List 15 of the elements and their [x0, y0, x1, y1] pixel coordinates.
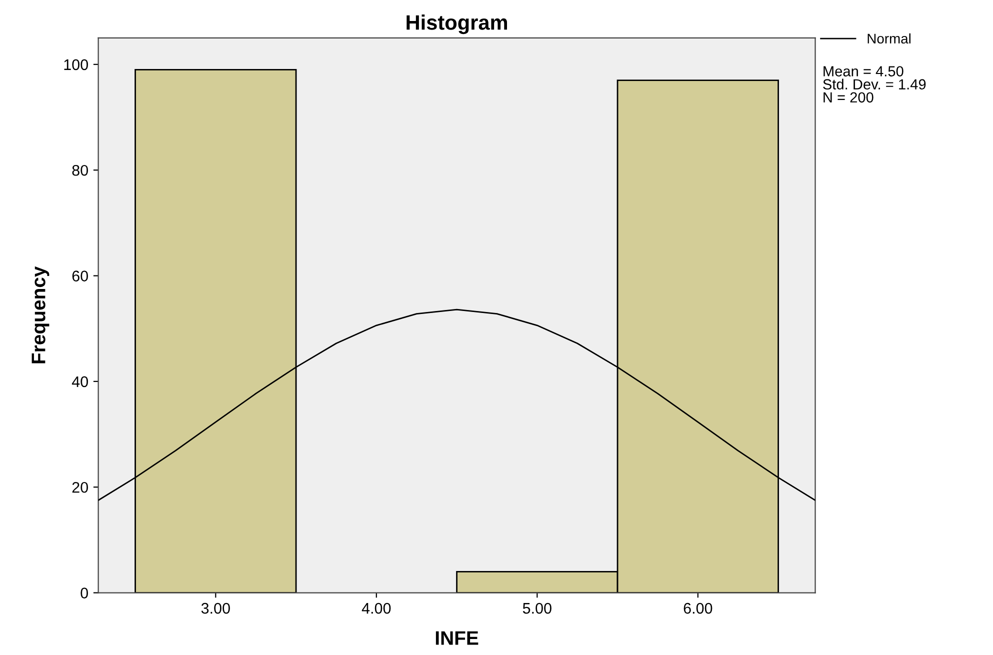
chart-title: Histogram — [406, 14, 508, 34]
y-axis-title: Frequency — [32, 266, 50, 364]
y-tick-label: 0 — [80, 588, 88, 598]
y-tick-label: 40 — [72, 376, 88, 388]
text: Mean = 4.50 Std. Dev. = 1.49 N = 200 — [823, 66, 926, 103]
legend-label: Normal — [868, 33, 910, 44]
y-tick-label: 80 — [72, 164, 88, 176]
x-axis-title: INFE — [436, 631, 478, 645]
x-tick-label: 5.00 — [522, 602, 552, 614]
y-tick-label: 100 — [64, 59, 88, 70]
x-tick-label: 4.00 — [362, 602, 391, 614]
y-tick-label: 20 — [72, 482, 88, 493]
x-tick-label: 6.00 — [684, 602, 712, 614]
x-tick-label: 3.00 — [201, 602, 230, 614]
y-tick-label: 60 — [72, 270, 88, 282]
